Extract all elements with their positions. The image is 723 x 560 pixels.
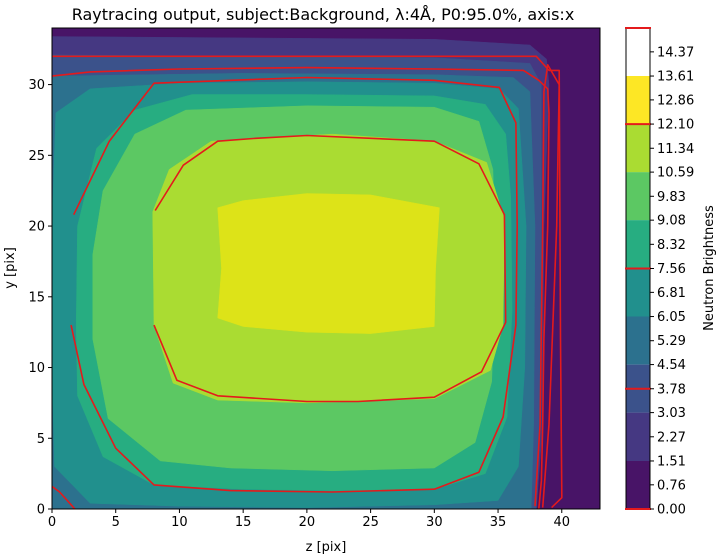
- colorbar-band-5: [626, 220, 650, 269]
- colorbar-band-3: [626, 316, 650, 365]
- y-tick-label-0: 0: [37, 503, 45, 518]
- colorbar-band-8: [626, 76, 650, 124]
- colorbar-tick-label-6: 4.54: [657, 358, 686, 373]
- x-tick-label-2: 10: [171, 515, 188, 530]
- x-axis: 0 5 10 15 20 25 30 35 40: [48, 509, 570, 530]
- colorbar-band-7: [626, 124, 650, 173]
- x-tick-label-6: 30: [426, 515, 443, 530]
- plot-frame: [51, 27, 601, 510]
- colorbar-tick-label-1: 0.76: [657, 478, 686, 493]
- y-tick-label-2: 10: [28, 361, 45, 376]
- colorbar: 0.00 0.76 1.51 2.27 3.03 3.78 4.54 5.29 6.05 6.81…: [625, 27, 694, 518]
- x-tick-label-4: 20: [299, 515, 316, 530]
- colorbar-tick-label-13: 9.83: [657, 190, 686, 205]
- contour-plot-area: [52, 28, 600, 509]
- colorbar-tick-label-15: 11.34: [657, 142, 694, 157]
- x-tick-label-0: 0: [48, 515, 56, 530]
- y-axis: 0 5 10 15 20 25 30: [28, 78, 52, 518]
- colorbar-tick-label-19: 14.37: [657, 45, 694, 60]
- colorbar-band-6: [626, 172, 650, 221]
- colorbar-tick-label-18: 13.61: [657, 70, 694, 85]
- y-tick-label-4: 20: [28, 220, 45, 235]
- y-tick-label-1: 5: [37, 432, 45, 447]
- colorbar-band-0: [626, 461, 650, 509]
- colorbar-label: Neutron Brightness: [702, 205, 717, 331]
- colorbar-tick-label-4: 3.03: [657, 406, 686, 421]
- colorbar-tick-label-16: 12.10: [657, 118, 694, 133]
- y-tick-label-5: 25: [28, 149, 45, 164]
- y-tick-label-6: 30: [28, 78, 45, 93]
- y-axis-label: y [pix]: [3, 247, 18, 289]
- contour-line-0: [52, 55, 563, 509]
- x-tick-label-5: 25: [362, 515, 379, 530]
- contour-line-3: [70, 76, 519, 493]
- x-axis-label: z [pix]: [306, 540, 347, 555]
- colorbar-tick-label-5: 3.78: [657, 382, 686, 397]
- contour-band-8: [217, 193, 440, 334]
- colorbar-tick-label-0: 0.00: [657, 503, 686, 518]
- contour-line-1: [52, 485, 76, 509]
- colorbar-tick-label-7: 5.29: [657, 334, 686, 349]
- x-tick-label-1: 5: [112, 515, 120, 530]
- y-tick-label-3: 15: [28, 290, 45, 305]
- x-tick-label-3: 15: [235, 515, 252, 530]
- colorbar-tick-label-11: 8.32: [657, 238, 686, 253]
- colorbar-band-4: [626, 268, 650, 317]
- chart-title: Raytracing output, subject:Background, λ…: [72, 5, 575, 24]
- colorbar-tick-label-14: 10.59: [657, 166, 694, 181]
- colorbar-tick-label-9: 6.81: [657, 286, 686, 301]
- x-tick-label-7: 35: [490, 515, 507, 530]
- contour-line-4: [153, 134, 507, 403]
- colorbar-band-1: [626, 412, 650, 461]
- colorbar-tick-label-3: 2.27: [657, 430, 686, 445]
- x-tick-label-8: 40: [553, 515, 570, 530]
- colorbar-tick-label-2: 1.51: [657, 454, 686, 469]
- colorbar-tick-label-12: 9.08: [657, 214, 686, 229]
- colorbar-tick-label-17: 12.86: [657, 93, 694, 108]
- colorbar-tick-label-8: 6.05: [657, 310, 686, 325]
- contour-line-5: [534, 64, 561, 508]
- colorbar-tick-label-10: 7.56: [657, 262, 686, 277]
- contour-line-2: [52, 66, 550, 509]
